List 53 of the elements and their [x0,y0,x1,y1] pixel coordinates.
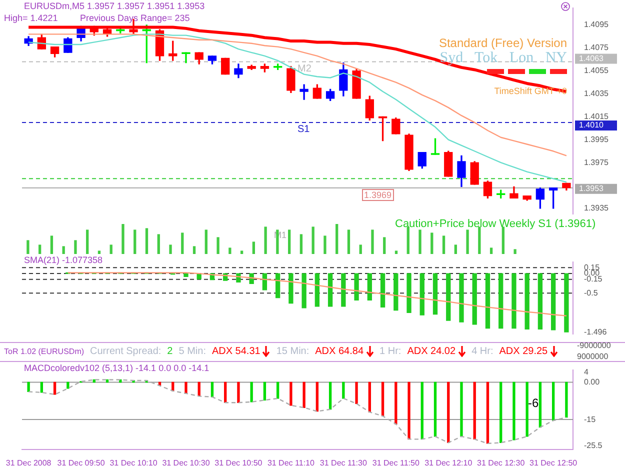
text: 5 Min: [178,346,206,357]
y-tick-label: 4 [584,367,589,376]
text: 15 Min: [276,346,310,357]
ref-line-label: M2 [298,63,312,74]
x-tick-label: 31 Dec 10:10 [110,458,158,468]
text: 1 Hr: [380,346,402,357]
x-tick-label: 31 Dec 10:50 [214,458,263,468]
ref-line-label: S1 [298,124,310,136]
x-tick-label: 31 Dec 2008 [6,458,52,468]
x-tick-label: 31 Dec 12:50 [530,458,578,468]
y-tick-label: -15 [584,414,596,424]
annotation: Caution+Price below Weekly S1 (1.3961) [395,218,596,230]
text: 1.4010 [579,120,604,130]
annotation: Previous Days Range= 235 [80,13,190,23]
text: ADX 29.25 [499,346,548,357]
y-tick-label: 1.4015 [584,112,610,121]
annotation: High= 1.4221 [4,13,58,23]
x-tick-label: 31 Dec 11:10 [267,458,315,468]
x-tick-label: 31 Dec 11:30 [320,458,368,468]
y-tick-label: 1.4035 [584,89,610,98]
y-tick-label: -0.15 [584,274,603,284]
y-tick-label: 1.3935 [584,204,610,213]
y-tick-label: -0.5 [584,288,598,298]
y-tick-label: 1.3995 [584,134,610,144]
text: Current Spread: [90,346,162,357]
annotation: Standard (Free) Version [438,36,567,50]
x-tick-label: 31 Dec 10:30 [162,458,210,468]
text: ADX 54.31 [212,346,260,357]
text: ADX 64.84 [315,346,364,357]
annotation: 1.3969 [362,189,394,201]
y-tick-label: 1.4095 [584,20,610,30]
chart-title: EURUSDm,M5 1.3957 1.3957 1.3951 1.3953 [24,1,205,11]
chart-title: SMA(21) -1.077358 [24,255,103,265]
text: -9000000 [577,341,611,350]
y-tick-label: -1.496 [584,327,608,336]
text: 1.3953 [579,184,604,194]
text: 9000000 [577,352,608,361]
text: 4 Hr: [472,346,494,357]
text: 1.4063 [579,54,604,63]
annotation: -6 [528,396,539,410]
y-tick-label: 0.00 [584,377,600,386]
text: ADX 24.02 [407,346,456,357]
x-tick-label: 31 Dec 09:50 [57,458,106,468]
y-tick-label: -25.5 [584,440,603,450]
text: ToR 1.02 (EURUSDm) [4,347,84,356]
y-tick-label: 1.4075 [584,43,610,52]
x-tick-label: 31 Dec 11:50 [372,458,420,468]
x-tick-label: 31 Dec 12:10 [424,458,473,468]
y-tick-label: 1.4055 [584,66,610,76]
y-tick-label: 1.3975 [584,158,610,167]
chart-title: MACDcoloredv102 (5,13,1) -14.1 0.0 0.0 -14.1 [24,363,210,373]
x-tick-label: 31 Dec 12:30 [477,458,526,468]
text: 2 [167,346,173,357]
